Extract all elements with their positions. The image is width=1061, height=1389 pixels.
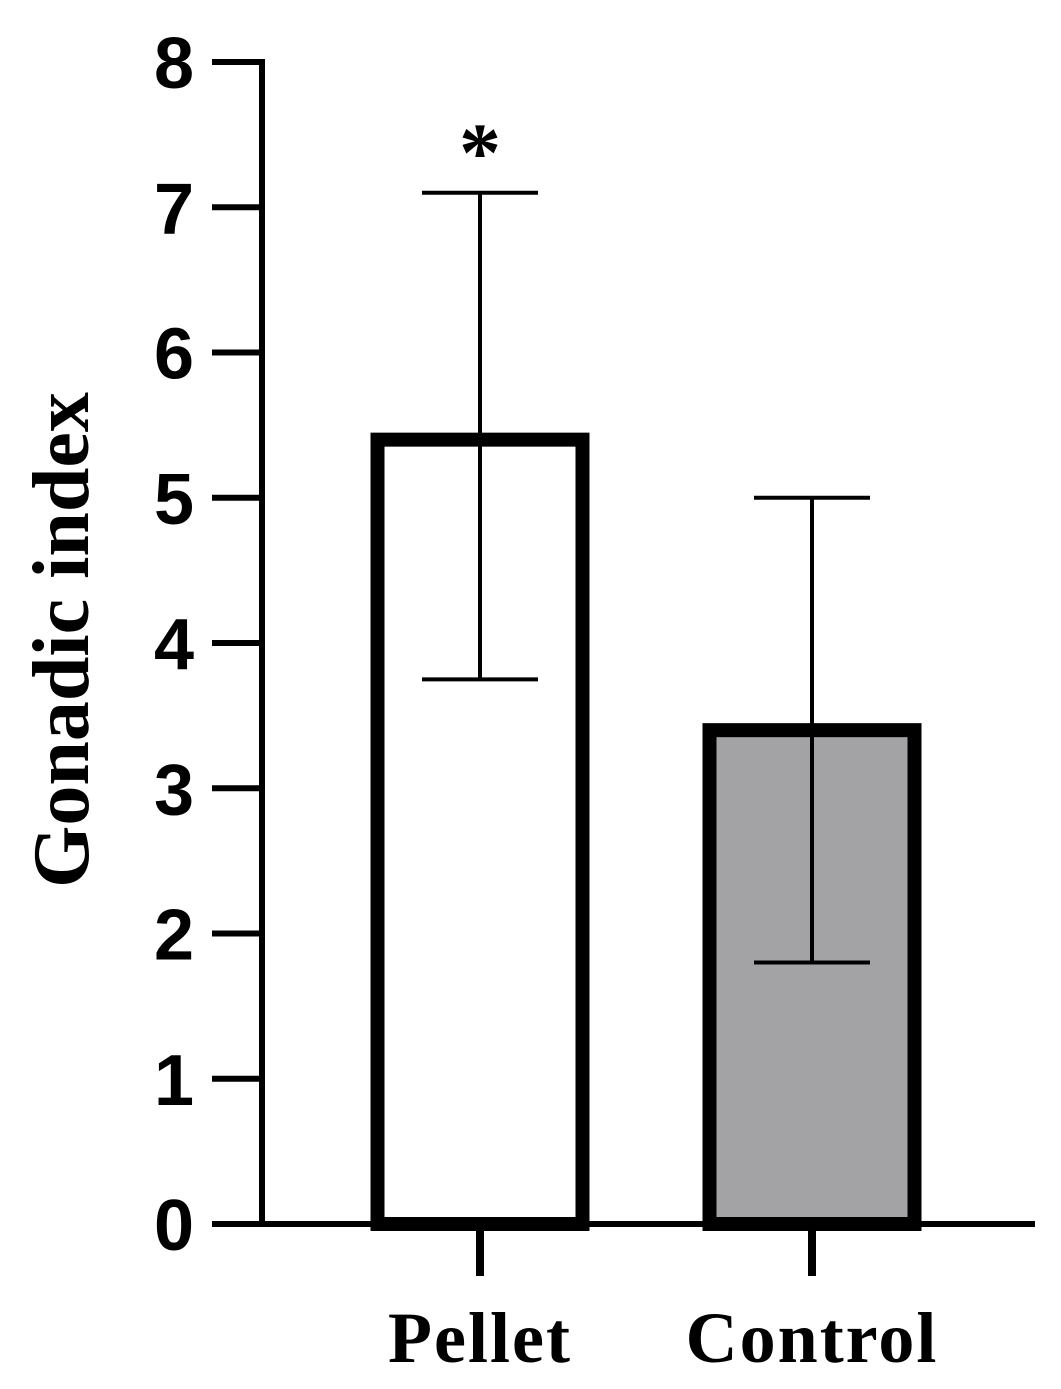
significance-asterisk: * — [459, 107, 501, 200]
bars — [370, 432, 922, 1232]
y-tick-label: 4 — [154, 605, 194, 685]
y-tick-label: 3 — [154, 750, 194, 830]
x-tick-label-control: Control — [686, 1298, 939, 1378]
y-tick-label: 1 — [154, 1041, 194, 1121]
y-tick-label: 6 — [154, 315, 194, 395]
y-tick-label: 8 — [154, 24, 194, 104]
y-tick-label: 7 — [154, 169, 194, 249]
y-axis-label: Gonadic index — [18, 392, 106, 888]
y-tick-label: 2 — [154, 896, 194, 976]
tick-labels: 0 1 2 3 4 5 6 7 8 Pellet * Control — [154, 24, 939, 1378]
y-tick-label: 0 — [154, 1186, 194, 1266]
error-bars — [422, 190, 870, 965]
y-tick-label: 5 — [154, 460, 194, 540]
x-tick-label-pellet: Pellet — [388, 1298, 572, 1378]
